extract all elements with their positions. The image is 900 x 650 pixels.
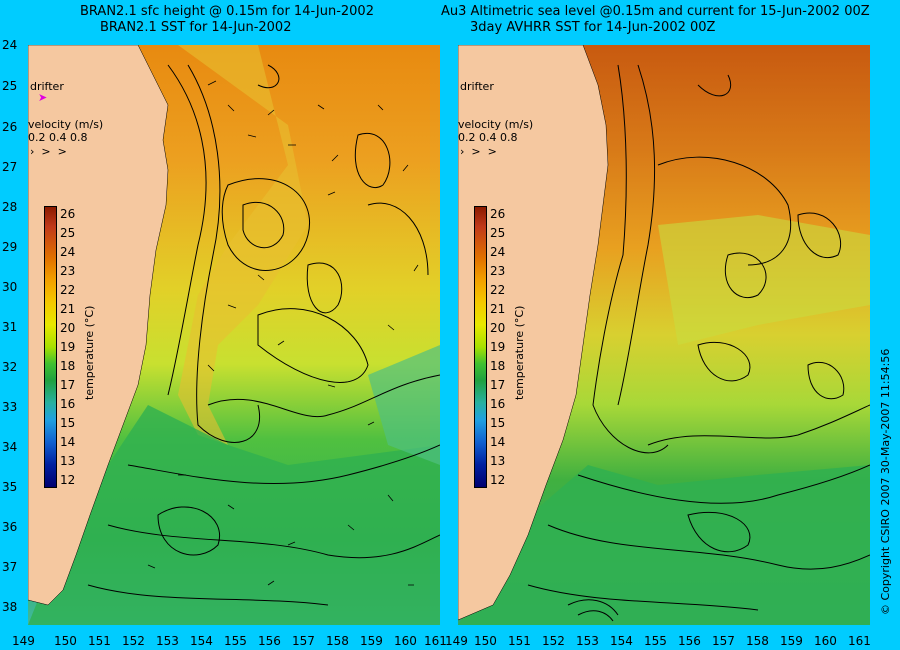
cbar-tick: 16 bbox=[60, 397, 76, 411]
lon-tick: 155 bbox=[224, 634, 247, 648]
lon-tick: 159 bbox=[780, 634, 803, 648]
cbar-tick: 22 bbox=[60, 283, 76, 297]
lat-tick: 38 bbox=[2, 600, 18, 614]
right-title-2: 3day AVHRR SST for 14-Jun-2002 00Z bbox=[470, 20, 716, 35]
cbar-tick: 21 bbox=[490, 302, 506, 316]
cbar-tick: 19 bbox=[490, 340, 506, 354]
cbar-tick: 14 bbox=[490, 435, 506, 449]
lat-tick: 31 bbox=[2, 320, 18, 334]
cbar-tick: 13 bbox=[490, 454, 506, 468]
cbar-tick: 13 bbox=[60, 454, 76, 468]
lat-tick: 27 bbox=[2, 160, 18, 174]
velocity-label-left: velocity (m/s) bbox=[28, 118, 104, 131]
cbar-tick: 25 bbox=[490, 226, 506, 240]
lat-tick: 37 bbox=[2, 560, 18, 574]
lon-tick: 157 bbox=[712, 634, 735, 648]
lon-tick: 151 bbox=[508, 634, 531, 648]
left-title-2: BRAN2.1 SST for 14-Jun-2002 bbox=[100, 20, 292, 35]
left-map bbox=[28, 45, 440, 625]
lon-tick: 159 bbox=[360, 634, 383, 648]
cbar-tick: 22 bbox=[490, 283, 506, 297]
lon-tick: 160 bbox=[394, 634, 417, 648]
lon-tick: 160 bbox=[814, 634, 837, 648]
lat-tick: 35 bbox=[2, 480, 18, 494]
lat-tick: 25 bbox=[2, 79, 18, 93]
lon-tick: 155 bbox=[644, 634, 667, 648]
copyright-text: © Copyright CSIRO 2007 30-May-2007 11:54… bbox=[879, 348, 892, 615]
lon-tick: 157 bbox=[292, 634, 315, 648]
colorbar-right bbox=[474, 206, 487, 488]
cbar-tick: 26 bbox=[60, 207, 76, 221]
velocity-scale-right: 0.2 0.4 0.8 bbox=[458, 131, 518, 144]
lon-tick: 150 bbox=[474, 634, 497, 648]
cbar-tick: 16 bbox=[490, 397, 506, 411]
lon-tick: 154 bbox=[610, 634, 633, 648]
colorbar-label-left: temperature (°C) bbox=[83, 305, 96, 400]
lat-tick: 29 bbox=[2, 240, 18, 254]
cbar-tick: 23 bbox=[60, 264, 76, 278]
lon-tick: 153 bbox=[156, 634, 179, 648]
cbar-tick: 26 bbox=[490, 207, 506, 221]
left-title-1: BRAN2.1 sfc height @ 0.15m for 14-Jun-20… bbox=[80, 4, 374, 19]
drifter-icon: ➤ bbox=[38, 91, 48, 104]
velocity-arrows-icon: › > > bbox=[460, 145, 497, 158]
cbar-tick: 17 bbox=[60, 378, 76, 392]
drifter-label-right: drifter bbox=[460, 80, 494, 93]
lon-tick: 152 bbox=[122, 634, 145, 648]
lon-tick: 149 bbox=[445, 634, 468, 648]
lon-tick: 150 bbox=[54, 634, 77, 648]
cbar-tick: 15 bbox=[490, 416, 506, 430]
cbar-tick: 24 bbox=[490, 245, 506, 259]
cbar-tick: 25 bbox=[60, 226, 76, 240]
lat-tick: 30 bbox=[2, 280, 18, 294]
lon-tick: 149 bbox=[12, 634, 35, 648]
cbar-tick: 20 bbox=[490, 321, 506, 335]
drifter-label-left: drifter bbox=[30, 80, 64, 93]
right-map bbox=[458, 45, 870, 625]
lon-tick: 152 bbox=[542, 634, 565, 648]
velocity-scale-left: 0.2 0.4 0.8 bbox=[28, 131, 88, 144]
lon-tick: 156 bbox=[678, 634, 701, 648]
left-map-graphic bbox=[28, 45, 440, 625]
velocity-label-right: velocity (m/s) bbox=[458, 118, 534, 131]
lat-tick: 36 bbox=[2, 520, 18, 534]
lon-tick: 153 bbox=[576, 634, 599, 648]
cbar-tick: 19 bbox=[60, 340, 76, 354]
cbar-tick: 15 bbox=[60, 416, 76, 430]
lon-tick: 161 bbox=[848, 634, 871, 648]
lon-tick: 158 bbox=[746, 634, 769, 648]
lon-tick: 151 bbox=[88, 634, 111, 648]
cbar-tick: 12 bbox=[490, 473, 506, 487]
cbar-tick: 17 bbox=[490, 378, 506, 392]
cbar-tick: 20 bbox=[60, 321, 76, 335]
colorbar-left bbox=[44, 206, 57, 488]
colorbar-label-right: temperature (°C) bbox=[513, 305, 526, 400]
lon-tick: 156 bbox=[258, 634, 281, 648]
cbar-tick: 18 bbox=[490, 359, 506, 373]
lat-tick: 24 bbox=[2, 38, 18, 52]
cbar-tick: 21 bbox=[60, 302, 76, 316]
right-map-graphic bbox=[458, 45, 870, 625]
lat-tick: 26 bbox=[2, 120, 18, 134]
lat-tick: 32 bbox=[2, 360, 18, 374]
lat-tick: 28 bbox=[2, 200, 18, 214]
cbar-tick: 23 bbox=[490, 264, 506, 278]
lon-tick: 158 bbox=[326, 634, 349, 648]
lat-tick: 33 bbox=[2, 400, 18, 414]
cbar-tick: 12 bbox=[60, 473, 76, 487]
velocity-arrows-icon: › > > bbox=[30, 145, 67, 158]
lon-tick: 161 bbox=[424, 634, 447, 648]
lon-tick: 154 bbox=[190, 634, 213, 648]
cbar-tick: 14 bbox=[60, 435, 76, 449]
lat-tick: 34 bbox=[2, 440, 18, 454]
cbar-tick: 18 bbox=[60, 359, 76, 373]
right-title-1: Au3 Altimetric sea level @0.15m and curr… bbox=[441, 4, 870, 19]
cbar-tick: 24 bbox=[60, 245, 76, 259]
